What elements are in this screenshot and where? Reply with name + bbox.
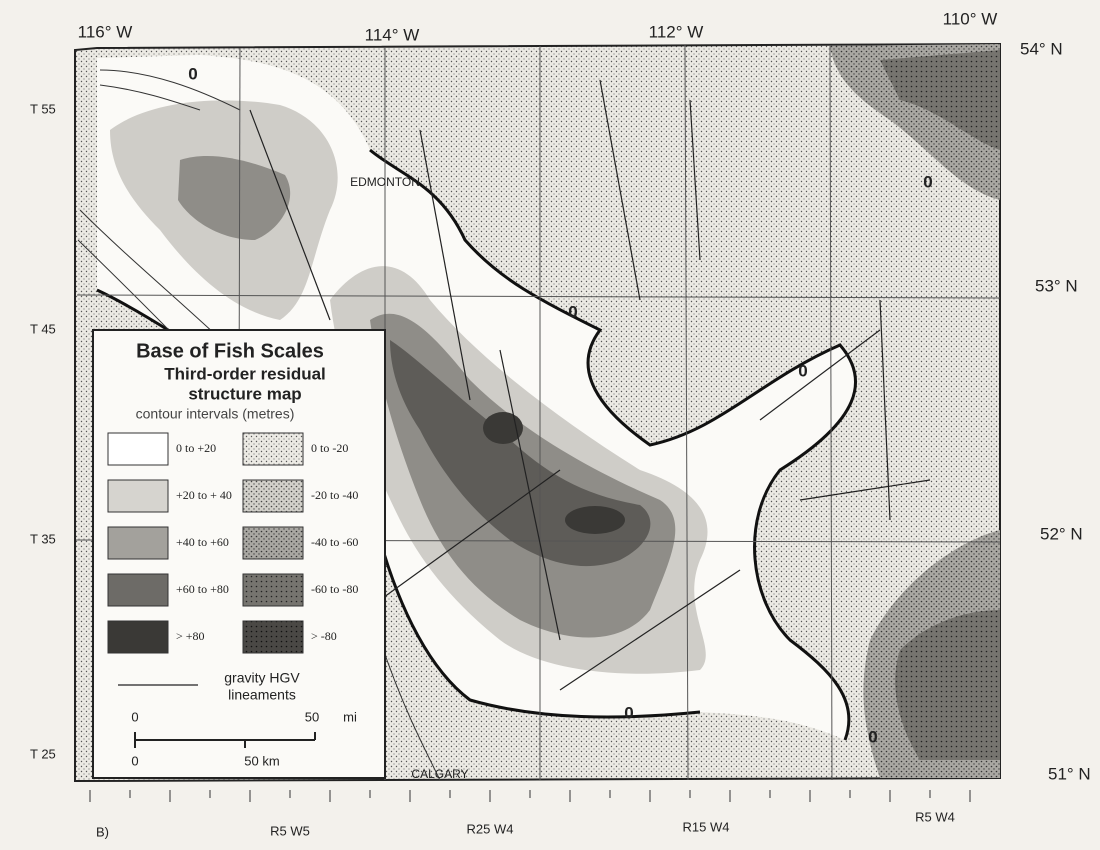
legend-label: 0 to -20 xyxy=(311,441,348,455)
longitude-label: 112° W xyxy=(649,22,704,41)
contour xyxy=(99,69,241,111)
contour-label: 0 xyxy=(868,727,877,746)
legend-swatch xyxy=(107,432,169,466)
legend-label: +20 to + 40 xyxy=(176,488,232,502)
scale-label: 0 xyxy=(131,709,138,724)
legend-label: 0 to +20 xyxy=(176,441,216,455)
city-label: CALGARY xyxy=(411,767,468,781)
grid-line xyxy=(829,44,833,781)
township-label: T 35 xyxy=(30,531,56,546)
legend-label: > +80 xyxy=(176,629,205,643)
legend-swatch xyxy=(107,620,169,654)
legend-label: -40 to -60 xyxy=(311,535,358,549)
legend-subtitle: structure map xyxy=(188,384,301,403)
township-label: T 45 xyxy=(30,321,56,336)
legend-swatch xyxy=(242,526,304,560)
township-label: T 55 xyxy=(30,101,56,116)
legend-swatch xyxy=(107,526,169,560)
range-label: R25 W4 xyxy=(467,821,514,836)
scale-bar xyxy=(134,732,316,748)
legend-label: -20 to -40 xyxy=(311,488,358,502)
positive-zone xyxy=(178,155,291,240)
negative-zone xyxy=(895,610,1000,760)
legend-subtitle: Third-order residual xyxy=(164,364,326,383)
legend: Base of Fish Scales Third-order residual… xyxy=(92,329,386,779)
scale-label: 50 km xyxy=(244,753,279,768)
contour-label: 0 xyxy=(798,361,807,380)
contour xyxy=(99,84,201,111)
latitude-label: 54° N xyxy=(1020,39,1063,58)
zero-contour xyxy=(369,148,857,741)
township-label: T 25 xyxy=(30,746,56,761)
legend-swatch xyxy=(242,573,304,607)
lineament-label: gravity HGV xyxy=(224,670,300,686)
range-label: R5 W5 xyxy=(270,823,310,838)
legend-swatch xyxy=(242,620,304,654)
range-label: R15 W4 xyxy=(683,819,730,834)
panel-label: B) xyxy=(96,824,109,839)
lineament-label: lineaments xyxy=(228,687,296,703)
lineaments xyxy=(249,79,931,691)
scale-label: 50 xyxy=(305,709,319,724)
latitude-label: 52° N xyxy=(1040,524,1083,543)
legend-title: Base of Fish Scales xyxy=(136,340,324,362)
positive-zone xyxy=(483,412,523,444)
legend-label: > -80 xyxy=(311,629,337,643)
contour-label: 0 xyxy=(568,302,577,321)
longitude-label: 110° W xyxy=(943,9,998,28)
legend-swatch xyxy=(242,479,304,513)
legend-heading: contour intervals (metres) xyxy=(136,406,295,422)
scale-label: mi xyxy=(343,709,357,724)
legend-swatch xyxy=(107,573,169,607)
legend-label: +40 to +60 xyxy=(176,535,229,549)
legend-swatch xyxy=(107,479,169,513)
range-label: R5 W4 xyxy=(915,809,955,824)
contour-label: 0 xyxy=(188,64,197,83)
contour-label: 0 xyxy=(923,172,932,191)
latitude-label: 53° N xyxy=(1035,276,1078,295)
longitude-label: 116° W xyxy=(78,22,133,41)
legend-label: -60 to -80 xyxy=(311,582,358,596)
longitude-label: 114° W xyxy=(365,25,420,44)
grid-line xyxy=(76,294,1001,299)
legend-swatch xyxy=(242,432,304,466)
latitude-label: 51° N xyxy=(1048,764,1091,783)
negative-zone xyxy=(880,50,1000,150)
grid-line xyxy=(684,44,689,781)
positive-zone xyxy=(565,506,625,534)
scale-label: 0 xyxy=(131,753,138,768)
tick-marks xyxy=(89,790,971,802)
contour-label: 0 xyxy=(624,703,633,722)
legend-label: +60 to +80 xyxy=(176,582,229,596)
city-label: EDMONTON xyxy=(350,175,420,189)
